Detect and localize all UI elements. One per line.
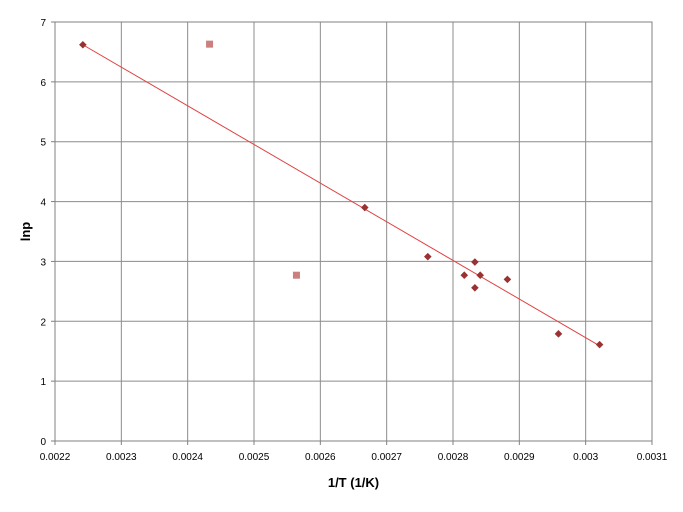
y-axis-ticks: 0 1 2 3 4 5 6 7 — [40, 18, 55, 448]
x-tick-label: 0.0025 — [239, 452, 270, 463]
data-points — [79, 40, 604, 349]
x-axis-ticks: 0.0022 0.0023 0.0024 0.0025 0.0026 0.0027 0.00… — [40, 441, 668, 463]
x-tick-label: 0.0024 — [172, 452, 203, 463]
y-tick-label: 4 — [40, 198, 46, 209]
x-tick-label: 0.0023 — [106, 452, 137, 463]
y-axis-title: lnp — [18, 222, 33, 242]
y-tick-label: 1 — [40, 377, 46, 388]
x-tick-label: 0.0031 — [637, 452, 668, 463]
y-tick-label: 2 — [40, 317, 46, 328]
y-tick-label: 7 — [40, 18, 46, 29]
square-point — [206, 40, 214, 48]
diamond-point — [476, 271, 484, 279]
x-axis-title: 1/T (1/K) — [328, 475, 379, 490]
x-tick-label: 0.0027 — [371, 452, 402, 463]
diamond-point — [79, 40, 87, 49]
y-tick-label: 3 — [40, 257, 46, 268]
diamond-point — [471, 283, 479, 292]
x-tick-label: 0.0022 — [40, 452, 71, 463]
diamond-point — [503, 275, 512, 284]
y-tick-label: 6 — [40, 78, 46, 89]
x-tick-label: 0.0026 — [305, 452, 336, 463]
trendline — [82, 44, 600, 347]
diamond-point — [460, 271, 469, 279]
y-tick-label: 5 — [40, 138, 46, 149]
square-point — [292, 271, 300, 279]
diamond-point — [554, 330, 563, 338]
diamond-point — [471, 258, 479, 266]
diamond-point — [595, 340, 604, 349]
x-tick-label: 0.003 — [573, 452, 598, 463]
x-tick-label: 0.0029 — [504, 452, 535, 463]
y-tick-label: 0 — [40, 437, 46, 448]
x-tick-label: 0.0028 — [438, 452, 469, 463]
plot-area — [54, 21, 653, 442]
diamond-point — [423, 252, 432, 261]
diamond-point — [360, 203, 369, 212]
